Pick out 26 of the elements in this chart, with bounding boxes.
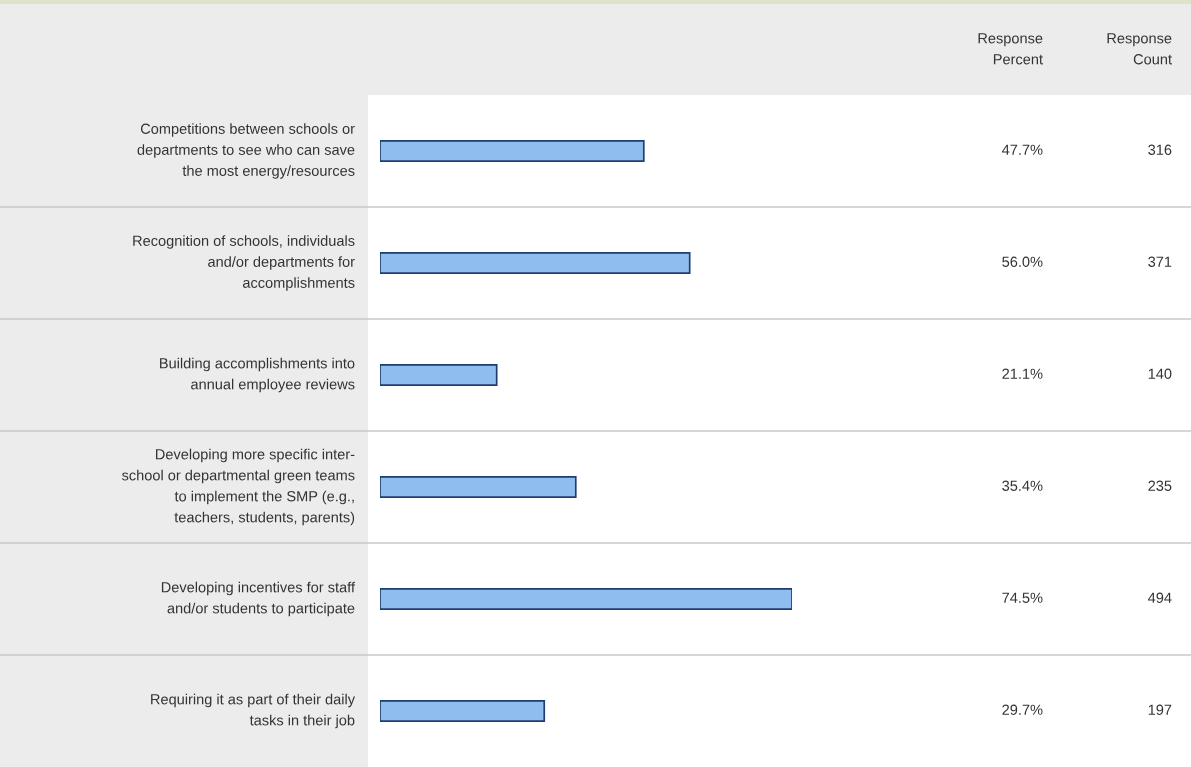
y-tick-label: Building accomplishments into annual employee reviews [160, 357, 355, 393]
data-label: 29.7% [1002, 704, 1043, 715]
data-label: 56.0% [1002, 256, 1043, 267]
y-tick-label: Requiring it as part of their daily tasks in their job [151, 693, 355, 729]
text: Response Percent [978, 33, 1043, 65]
text: 371 [1148, 256, 1172, 267]
text: Response Count [1107, 33, 1172, 65]
data-label: 47.7% [1001, 144, 1043, 155]
text: 316 [1148, 144, 1172, 155]
text: 197 [1148, 704, 1172, 715]
y-tick-label: Developing incentives for staff and/or students to participate [161, 581, 356, 617]
data-label: 35.4% [1002, 480, 1043, 491]
bar [380, 140, 645, 162]
data-label: 74.5% [1002, 592, 1043, 603]
bar [380, 252, 691, 274]
y-tick-label: Recognition of schools, individuals and/or departments for accomplishments [133, 235, 355, 291]
bar [380, 588, 792, 610]
bar [380, 700, 546, 722]
y-tick-label: Competitions between schools or departments to see who can save the most energy/resources [137, 123, 355, 179]
data-label: 21.1% [1002, 368, 1043, 379]
text: 235 [1148, 480, 1172, 491]
bar [380, 364, 498, 386]
text: 494 [1148, 592, 1172, 603]
bar [380, 476, 577, 498]
y-tick-label: Developing more specific inter- school or departmental green teams to implement the SMP (e.g., teachers, students, parents) [121, 448, 355, 526]
text: 140 [1148, 368, 1172, 379]
